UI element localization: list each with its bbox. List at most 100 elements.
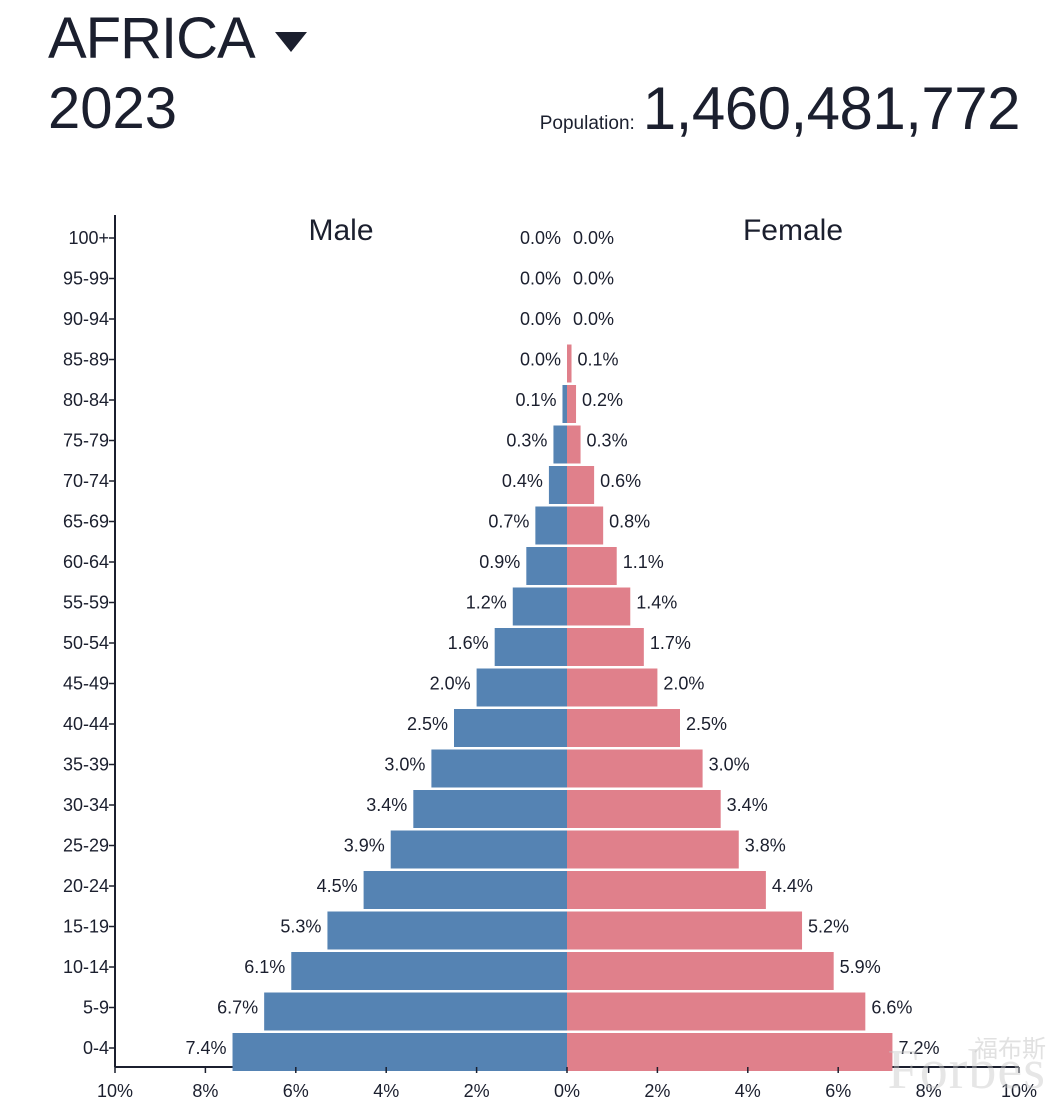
y-tick-label: 25-29 xyxy=(63,836,109,856)
male-value-label: 6.7% xyxy=(217,998,258,1018)
female-value-label: 3.4% xyxy=(727,795,768,815)
y-tick-label: 80-84 xyxy=(63,390,109,410)
male-value-label: 2.0% xyxy=(430,674,471,694)
male-bar xyxy=(390,830,567,869)
female-value-label: 0.8% xyxy=(609,512,650,532)
y-tick-label: 5-9 xyxy=(83,998,109,1018)
y-tick-label: 50-54 xyxy=(63,633,109,653)
population-value: 1,460,481,772 xyxy=(642,75,1021,142)
watermark-cn: 福布斯 xyxy=(974,1035,1046,1063)
male-value-label: 1.2% xyxy=(466,593,507,613)
male-value-label: 0.1% xyxy=(515,390,556,410)
female-value-label: 0.0% xyxy=(573,309,614,329)
male-value-label: 0.0% xyxy=(520,228,561,248)
male-value-label: 3.4% xyxy=(366,795,407,815)
male-bar xyxy=(291,952,567,990)
male-value-label: 0.0% xyxy=(520,309,561,329)
female-value-label: 1.4% xyxy=(636,593,677,613)
x-tick-label: 4% xyxy=(373,1081,399,1101)
female-value-label: 0.2% xyxy=(582,390,623,410)
male-bar xyxy=(553,425,567,464)
region-dropdown[interactable]: AFRICA xyxy=(48,6,307,72)
female-bar xyxy=(567,587,631,626)
y-tick-label: 75-79 xyxy=(63,431,109,451)
female-value-label: 6.6% xyxy=(871,998,912,1018)
female-value-label: 3.8% xyxy=(745,836,786,856)
female-bar xyxy=(567,385,577,423)
male-value-label: 0.0% xyxy=(520,350,561,370)
male-value-label: 7.4% xyxy=(185,1038,226,1058)
female-bar xyxy=(567,668,658,707)
male-bar xyxy=(264,992,567,1031)
y-tick-label: 55-59 xyxy=(63,593,109,613)
female-bar xyxy=(567,344,572,383)
y-tick-label: 35-39 xyxy=(63,755,109,775)
female-bar xyxy=(567,871,766,909)
x-tick-label: 2% xyxy=(464,1081,490,1101)
female-bar xyxy=(567,547,617,585)
watermark-logo: Forbes xyxy=(887,1039,1046,1101)
y-tick-label: 30-34 xyxy=(63,795,109,815)
x-tick-label: 2% xyxy=(644,1081,670,1101)
legend-female: Female xyxy=(743,214,843,247)
male-value-label: 0.3% xyxy=(506,431,547,451)
male-bar xyxy=(232,1033,567,1071)
x-tick-label: 0% xyxy=(554,1081,580,1101)
female-value-label: 0.3% xyxy=(587,431,628,451)
y-tick-label: 95-99 xyxy=(63,269,109,289)
x-tick-label: 6% xyxy=(283,1081,309,1101)
caret-down-icon[interactable] xyxy=(274,32,307,52)
male-value-label: 3.0% xyxy=(384,755,425,775)
male-bar xyxy=(431,749,567,788)
y-tick-label: 10-14 xyxy=(63,957,109,977)
male-value-label: 0.4% xyxy=(502,471,543,491)
male-value-label: 0.7% xyxy=(488,512,529,532)
chart-header: AFRICA 2023 Population: 1,460,481,772 xyxy=(0,0,1056,200)
female-bar xyxy=(567,466,595,504)
male-value-label: 4.5% xyxy=(317,876,358,896)
population-readout: Population: 1,460,481,772 xyxy=(539,75,1021,142)
male-bar xyxy=(327,911,567,950)
female-bar xyxy=(567,790,721,828)
x-tick-label: 4% xyxy=(735,1081,761,1101)
y-tick-label: 0-4 xyxy=(83,1038,109,1058)
male-bar xyxy=(526,547,567,585)
female-bar xyxy=(567,911,803,950)
female-bar xyxy=(567,709,680,747)
x-tick-label: 8% xyxy=(916,1081,942,1101)
male-value-label: 5.3% xyxy=(280,917,321,937)
male-bar xyxy=(562,385,567,423)
population-label: Population: xyxy=(539,113,635,134)
legend-male: Male xyxy=(308,214,373,247)
female-value-label: 0.6% xyxy=(600,471,641,491)
male-value-label: 2.5% xyxy=(407,714,448,734)
y-tick-label: 65-69 xyxy=(63,512,109,532)
female-value-label: 4.4% xyxy=(772,876,813,896)
female-value-label: 3.0% xyxy=(709,755,750,775)
male-value-label: 6.1% xyxy=(244,957,285,977)
male-bar xyxy=(413,790,567,828)
male-value-label: 3.9% xyxy=(344,836,385,856)
x-tick-label: 6% xyxy=(825,1081,851,1101)
x-tick-label: 10% xyxy=(97,1081,133,1101)
female-value-label: 5.2% xyxy=(808,917,849,937)
male-bar xyxy=(512,587,567,626)
male-bar xyxy=(454,709,567,747)
y-tick-label: 40-44 xyxy=(63,714,109,734)
female-value-label: 2.5% xyxy=(686,714,727,734)
x-tick-label: 10% xyxy=(1001,1081,1037,1101)
female-value-label: 1.7% xyxy=(650,633,691,653)
male-value-label: 0.0% xyxy=(520,269,561,289)
year-label: 2023 xyxy=(48,76,178,141)
female-bar xyxy=(567,830,739,869)
y-tick-label: 85-89 xyxy=(63,350,109,370)
female-value-label: 5.9% xyxy=(840,957,881,977)
female-bar xyxy=(567,628,644,666)
male-bar xyxy=(494,628,567,666)
y-tick-label: 90-94 xyxy=(63,309,109,329)
y-tick-label: 15-19 xyxy=(63,917,109,937)
y-tick-label: 70-74 xyxy=(63,471,109,491)
male-bar xyxy=(363,871,567,909)
female-value-label: 2.0% xyxy=(663,674,704,694)
